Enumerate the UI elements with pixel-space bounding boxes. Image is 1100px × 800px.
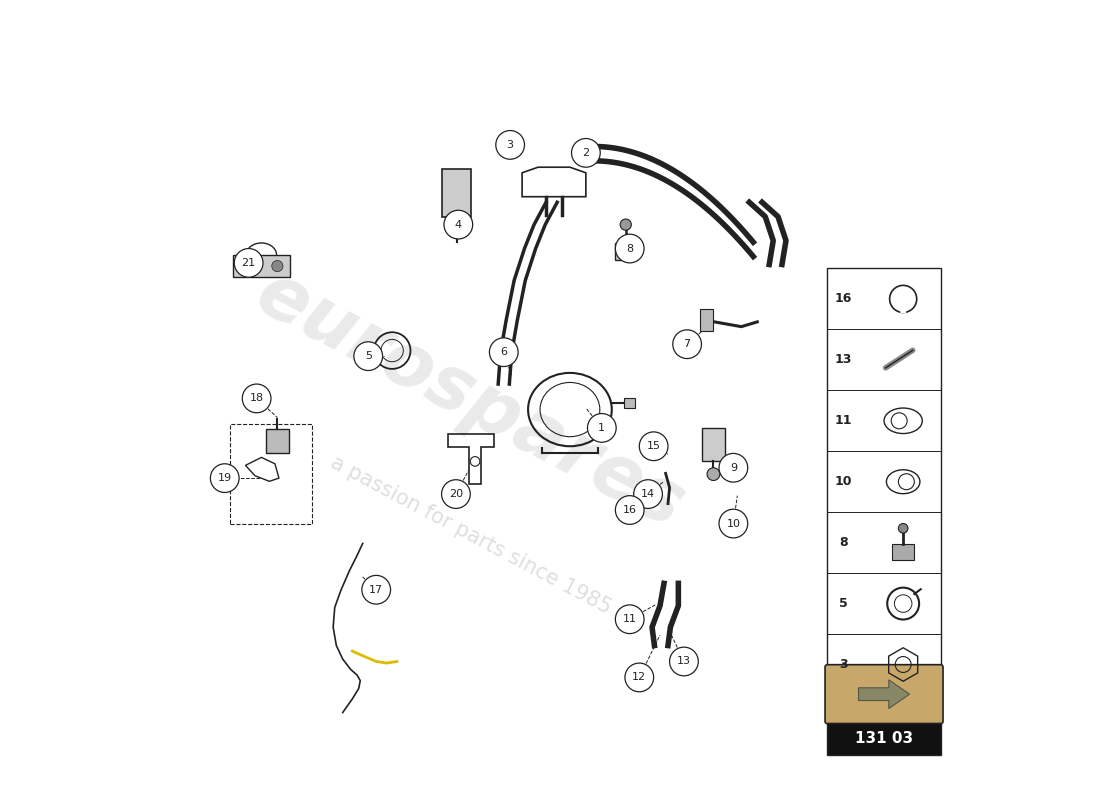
Circle shape: [625, 663, 653, 692]
Text: 1: 1: [598, 423, 605, 433]
Text: 8: 8: [626, 243, 634, 254]
Circle shape: [490, 338, 518, 366]
Text: 5: 5: [839, 597, 848, 610]
Text: 10: 10: [726, 518, 740, 529]
FancyBboxPatch shape: [442, 169, 471, 217]
Circle shape: [615, 605, 645, 634]
Circle shape: [272, 261, 283, 272]
Wedge shape: [901, 305, 905, 313]
FancyBboxPatch shape: [827, 723, 940, 754]
Text: eurospares: eurospares: [244, 257, 696, 543]
Text: 16: 16: [835, 293, 852, 306]
Circle shape: [615, 496, 645, 524]
FancyBboxPatch shape: [700, 309, 713, 331]
FancyBboxPatch shape: [233, 255, 290, 278]
Circle shape: [242, 384, 271, 413]
Text: 21: 21: [242, 258, 255, 268]
FancyBboxPatch shape: [892, 544, 914, 560]
FancyBboxPatch shape: [448, 215, 466, 230]
Circle shape: [587, 414, 616, 442]
Circle shape: [362, 575, 390, 604]
FancyBboxPatch shape: [615, 243, 637, 261]
FancyBboxPatch shape: [827, 269, 940, 695]
Circle shape: [719, 454, 748, 482]
Circle shape: [234, 249, 263, 278]
Circle shape: [670, 647, 698, 676]
Text: 3: 3: [839, 658, 848, 671]
Text: 13: 13: [676, 657, 691, 666]
Text: 20: 20: [449, 489, 463, 499]
FancyBboxPatch shape: [266, 430, 288, 454]
Circle shape: [572, 138, 601, 167]
Circle shape: [673, 330, 702, 358]
FancyBboxPatch shape: [702, 428, 725, 462]
Circle shape: [634, 480, 662, 509]
Text: 10: 10: [835, 475, 852, 488]
Text: 18: 18: [250, 394, 264, 403]
Text: a passion for parts since 1985: a passion for parts since 1985: [327, 453, 614, 618]
Text: 14: 14: [641, 489, 656, 499]
Text: 7: 7: [683, 339, 691, 349]
Text: 12: 12: [632, 673, 647, 682]
FancyBboxPatch shape: [624, 398, 636, 408]
Circle shape: [620, 219, 631, 230]
Text: 8: 8: [839, 536, 848, 549]
Text: 17: 17: [370, 585, 383, 594]
Text: 6: 6: [500, 347, 507, 357]
Text: 4: 4: [454, 220, 462, 230]
Circle shape: [210, 464, 239, 493]
FancyBboxPatch shape: [825, 665, 943, 724]
Text: 5: 5: [365, 351, 372, 361]
Text: 9: 9: [729, 462, 737, 473]
Text: 2: 2: [582, 148, 590, 158]
Text: 16: 16: [623, 505, 637, 515]
Circle shape: [354, 342, 383, 370]
Circle shape: [441, 480, 471, 509]
Polygon shape: [858, 680, 910, 709]
Circle shape: [496, 130, 525, 159]
Text: 19: 19: [218, 473, 232, 483]
Text: 11: 11: [623, 614, 637, 624]
Text: 15: 15: [647, 442, 661, 451]
Circle shape: [899, 523, 907, 533]
Circle shape: [707, 468, 719, 481]
Circle shape: [719, 510, 748, 538]
Text: 131 03: 131 03: [855, 731, 913, 746]
Circle shape: [615, 234, 645, 263]
Text: 3: 3: [507, 140, 514, 150]
Text: 11: 11: [835, 414, 852, 427]
Circle shape: [444, 210, 473, 239]
Circle shape: [639, 432, 668, 461]
Circle shape: [240, 261, 251, 272]
Text: 13: 13: [835, 354, 852, 366]
